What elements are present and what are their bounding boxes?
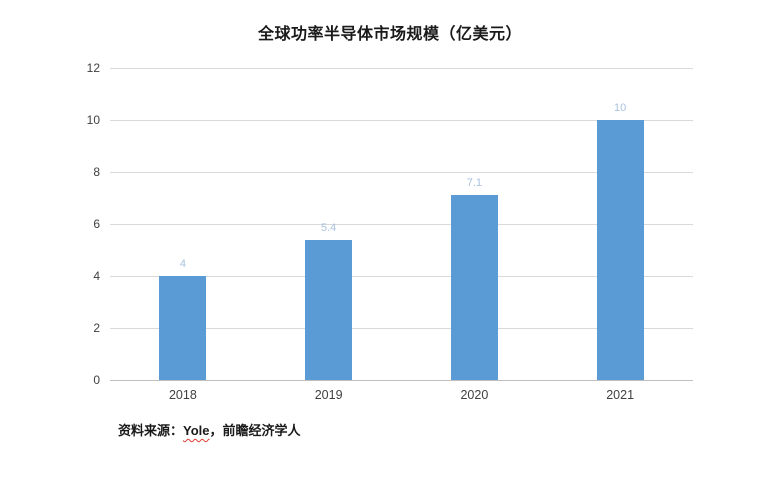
source-note-yole: Yole xyxy=(183,423,210,438)
x-tick-label: 2019 xyxy=(314,388,343,402)
y-tick-label: 12 xyxy=(86,61,100,75)
bar-value-label: 10 xyxy=(614,102,627,114)
gridline xyxy=(110,171,693,173)
bar-value-label: 5.4 xyxy=(320,221,337,234)
y-tick-label: 0 xyxy=(93,373,100,387)
gridline xyxy=(110,119,693,121)
y-tick-label: 4 xyxy=(93,269,100,283)
y-tick-label: 8 xyxy=(93,165,100,179)
gridline xyxy=(110,67,693,69)
source-note: 资料来源：Yole，前瞻经济学人 xyxy=(118,420,301,439)
y-tick-label: 10 xyxy=(86,113,100,127)
x-axis-line xyxy=(110,379,693,381)
bar-2021 xyxy=(596,120,644,380)
x-axis: 2018 2019 2020 2021 xyxy=(110,387,693,405)
source-note-prefix: 资料来源： xyxy=(118,423,184,438)
gridline xyxy=(110,223,693,225)
gridline xyxy=(110,327,693,329)
y-tick-label: 2 xyxy=(93,321,100,335)
plot-area: 4 5.4 7.1 10 xyxy=(110,67,693,381)
chart-title: 全球功率半导体市场规模（亿美元） xyxy=(257,26,522,43)
bar-value-label: 4 xyxy=(179,258,186,270)
gridline xyxy=(110,275,693,277)
bar-value-label: 7.1 xyxy=(466,177,483,190)
x-tick-label: 2018 xyxy=(168,388,197,402)
bar-2019 xyxy=(305,239,353,380)
y-tick-label: 6 xyxy=(93,217,100,231)
y-axis: 0 2 4 6 8 10 12 xyxy=(0,61,100,387)
x-tick-label: 2021 xyxy=(606,388,635,402)
bar-2018 xyxy=(159,276,207,380)
source-note-suffix: ，前瞻经济学人 xyxy=(209,423,301,438)
bar-2020 xyxy=(450,195,498,380)
x-tick-label: 2020 xyxy=(460,388,489,402)
